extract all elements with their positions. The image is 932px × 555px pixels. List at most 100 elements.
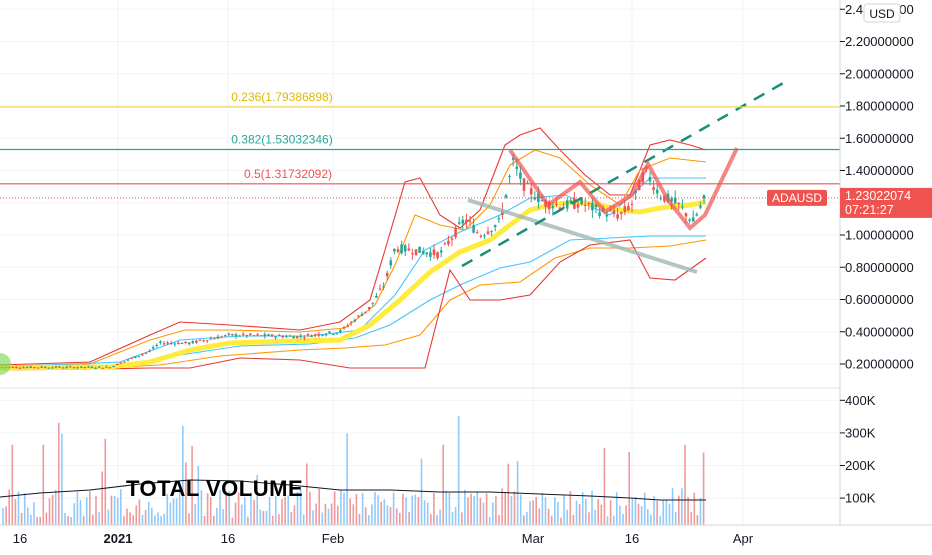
volume-bar: [687, 497, 689, 525]
candle-body: [533, 198, 537, 200]
candle-body: [313, 334, 317, 336]
volume-bar: [557, 502, 559, 525]
volume-bar: [659, 516, 661, 525]
candle-body: [267, 334, 270, 337]
candle-body: [274, 336, 277, 338]
volume-bar: [395, 508, 398, 525]
volume-bar: [637, 503, 640, 525]
volume-bar: [287, 495, 289, 525]
candle-body: [321, 334, 324, 336]
volume-bar: [650, 514, 652, 525]
volume-bar: [656, 500, 658, 525]
volume-bar: [402, 493, 404, 525]
volume-bar: [250, 492, 252, 525]
volume-bar: [380, 501, 382, 525]
volume-bar: [48, 498, 51, 525]
candle-body: [580, 198, 583, 205]
volume-bar: [343, 492, 345, 525]
volume-bar: [132, 515, 134, 525]
candle-body: [209, 338, 213, 340]
volume-bar: [572, 514, 575, 525]
currency-badge-label: USD: [869, 7, 895, 21]
volume-bar: [312, 510, 314, 525]
volume-bar: [306, 463, 308, 525]
volume-bar: [554, 497, 556, 525]
volume-bar: [182, 425, 184, 525]
candle-body: [61, 367, 65, 369]
candle-body: [439, 250, 443, 253]
volume-bar: [585, 498, 587, 525]
candle-body: [155, 345, 159, 347]
volume-bar: [647, 509, 649, 525]
volume-bar: [293, 505, 296, 525]
candle-body: [522, 178, 526, 191]
volume-bar: [392, 492, 395, 525]
volume-bar: [414, 494, 417, 525]
volume-bar: [693, 492, 696, 525]
candle-body: [472, 225, 475, 233]
volume-bar: [45, 512, 48, 525]
volume-bar: [653, 496, 655, 525]
candle-body: [393, 248, 396, 252]
volume-bar: [126, 508, 128, 525]
volume-bar: [154, 515, 156, 525]
volume-bar: [324, 503, 327, 525]
fib-level-label: 0.5(1.31732092): [244, 167, 332, 181]
volume-bar: [337, 505, 339, 525]
candle-body: [670, 198, 673, 202]
candle-body: [245, 335, 249, 337]
candle-body: [357, 315, 360, 317]
volume-bar: [268, 496, 271, 525]
candle-body: [418, 246, 421, 253]
volume-bar: [364, 507, 367, 525]
candle-body: [65, 366, 69, 368]
volume-bar: [101, 471, 103, 525]
volume-bar: [405, 497, 407, 525]
candle-body: [90, 366, 94, 368]
volume-bar: [247, 516, 249, 525]
volume-bar: [333, 491, 336, 525]
candle-body: [493, 225, 497, 227]
volume-bar: [315, 503, 317, 525]
candle-body: [227, 333, 231, 335]
volume-axis-label: 200K: [845, 458, 876, 473]
volume-bar: [281, 498, 283, 525]
volume-bar: [634, 496, 637, 525]
volume-bar: [420, 458, 423, 525]
candle-body: [612, 210, 616, 215]
volume-bar: [389, 507, 392, 525]
candle-body: [465, 219, 468, 223]
volume-bar: [256, 474, 258, 525]
candle-body: [367, 307, 371, 310]
volume-bar: [423, 500, 426, 525]
volume-bar: [95, 496, 97, 525]
volume-bar: [358, 513, 361, 525]
volume-bar: [92, 514, 94, 525]
ticker-countdown: 07:21:27: [845, 203, 894, 217]
candle-body: [504, 194, 508, 198]
time-axis: 16 2021 16 Feb Mar 16 Apr: [13, 531, 754, 546]
price-axis-label: 1.00000000: [845, 228, 914, 243]
candle-body: [216, 336, 220, 339]
volume-bar: [476, 491, 479, 525]
volume-bar: [14, 499, 17, 525]
moving-average-line: [0, 199, 707, 371]
candle-body: [486, 231, 490, 234]
candle-body: [137, 356, 141, 358]
currency-badge[interactable]: USD: [863, 3, 901, 23]
volume-bar: [11, 444, 14, 525]
volume-bar: [529, 501, 531, 525]
candle-body: [490, 230, 493, 232]
candle-body: [151, 347, 155, 349]
volume-bar: [253, 499, 255, 525]
volume-bar: [275, 496, 277, 525]
candle-body: [385, 272, 389, 277]
projection-line: [508, 147, 739, 231]
price-axis-label: 0.60000000: [845, 292, 914, 307]
candle-body: [51, 367, 54, 369]
candle-body: [483, 235, 486, 237]
candle-body: [18, 367, 22, 369]
price-axis-label: 2.00000000: [845, 66, 914, 81]
candle-body: [360, 314, 364, 316]
volume-bar: [526, 511, 528, 525]
